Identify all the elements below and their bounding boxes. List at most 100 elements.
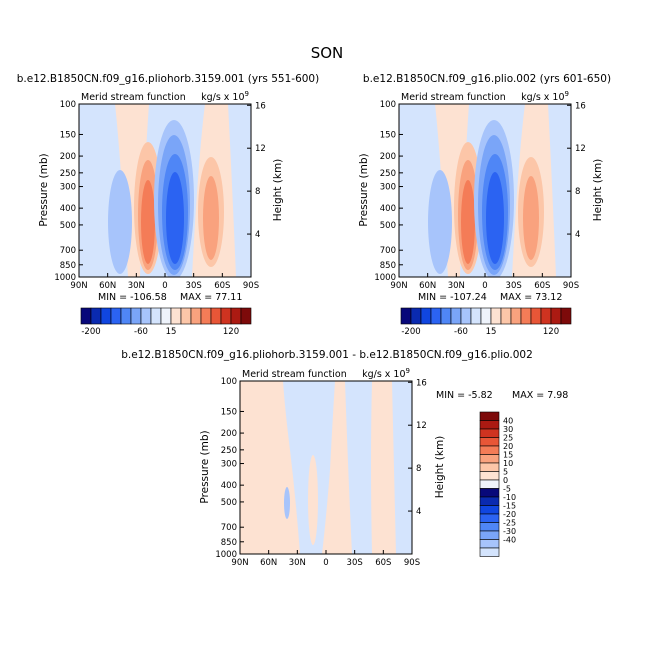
y2-axis-label: Height (km) [592,159,604,222]
colorbar-cell [560,307,572,325]
colorbar-cell [130,307,142,325]
colorbar-label: -10 [503,493,516,502]
colorbar-cell [479,462,500,472]
colorbar-cell [210,307,222,325]
pressure-ticks: 100 150 200 250 300 400 500 700 850 1000 [374,100,403,283]
pressure-tick-label: 500 [380,221,396,231]
colorbar-label: -200 [401,327,420,337]
contour-neg-band-2 [345,381,372,554]
colorbar-cell [479,522,500,532]
colorbar-cell [80,307,92,325]
colorbar-label: -5 [503,485,511,494]
colorbar-cell [100,307,112,325]
pressure-tick-label: 500 [221,498,237,508]
pressure-tick-label: 1000 [215,550,237,560]
lat-tick-label: 90S [404,558,420,568]
height-tick-label: 12 [255,144,266,154]
colorbar-label: -200 [81,327,100,337]
contour-pos-right-2 [523,176,539,260]
min-label: MIN = -107.24 [418,292,487,303]
lat-tick-label: 90N [231,558,248,568]
colorbar-cell [479,513,500,523]
pressure-tick-label: 700 [60,246,76,256]
colorbar-label: 15 [166,327,177,337]
height-tick-label: 4 [575,230,580,240]
pressure-tick-label: 100 [60,100,76,110]
colorbar-label: -30 [503,527,516,536]
y2-axis-label: Height (km) [434,436,446,499]
colorbar-cell [430,307,442,325]
colorbar-cell [500,307,512,325]
colorbar-label: 120 [543,327,559,337]
lat-ticks: 90N 60N 30N 0 30S 60S 90S [70,273,259,291]
pressure-tick-label: 700 [380,246,396,256]
colorbar-label: 15 [486,327,497,337]
max-label: MAX = 77.11 [180,292,242,303]
colorbar-cell [420,307,432,325]
colorbar-cell [140,307,152,325]
pressure-tick-label: 150 [380,130,396,140]
units-text: kg/s x 10 [362,369,405,380]
colorbar-cell [479,496,500,506]
contour-neg-band-3 [392,381,412,554]
contour-neg-cell-1 [87,190,101,266]
contour-neg-cell-2 [108,170,132,274]
contour-pos-right-2 [203,176,219,260]
colorbar-label: 0 [503,476,508,485]
height-tick-label: 12 [416,421,427,431]
colorbar-cell [479,420,500,430]
panel-left: b.e12.B1850CN.f09_g16.pliohorb.3159.001 … [17,73,319,337]
pressure-tick-label: 850 [60,261,76,271]
lat-tick-label: 90S [563,281,579,291]
colorbar-label: -20 [503,510,516,519]
contour-neg-cell-1 [407,190,421,266]
colorbar-cell [240,307,252,325]
min-label: MIN = -106.58 [98,292,167,303]
units-label: kg/s x 109 [362,367,410,380]
pressure-tick-label: 250 [221,446,237,456]
colorbar-cell [479,479,500,489]
pressure-tick-label: 400 [380,204,396,214]
colorbar-label: -60 [134,327,148,337]
colorbar-label: -25 [503,519,516,528]
colorbar-label: 25 [503,434,513,443]
lat-tick-label: 90N [390,281,407,291]
panel-title: b.e12.B1850CN.f09_g16.pliohorb.3159.001 … [121,349,533,361]
colorbar-cell [230,307,242,325]
contour-pos-cell-2 [376,384,386,412]
colorbar-cell [479,488,500,498]
pressure-tick-label: 300 [60,183,76,193]
height-tick-label: 16 [575,101,586,111]
height-ticks: 4 8 12 16 [567,101,586,240]
y-axis-label: Pressure (mb) [38,153,50,226]
contour-neg-band-1 [283,381,335,554]
colorbar-cell [479,530,500,540]
colorbar-cell [510,307,522,325]
colorbar-cell [479,505,500,515]
max-label: MAX = 73.12 [500,292,562,303]
pressure-tick-label: 200 [60,152,76,162]
colorbar-cell [470,307,482,325]
colorbar-cell [180,307,192,325]
lat-tick-label: 60N [419,281,436,291]
lat-tick-label: 0 [162,281,167,291]
colorbar-label: -15 [503,502,516,511]
lat-ticks: 90N 60N 30N 0 30S 60S 90S [390,273,579,291]
colorbar-cell [550,307,562,325]
pressure-tick-label: 150 [221,407,237,417]
contour-pos-cell-1 [308,455,318,545]
height-ticks: 4 8 12 16 [247,101,266,240]
height-tick-label: 8 [575,187,580,197]
colorbar-cell [90,307,102,325]
height-tick-label: 8 [416,464,421,474]
pressure-tick-label: 200 [221,429,237,439]
colorbar-cell [479,471,500,481]
colorbar-cell [479,547,500,557]
colorbar-cell [479,454,500,464]
contour-neg-cell [284,487,290,519]
colorbar-cell [490,307,502,325]
lat-tick-label: 90N [70,281,87,291]
panel-title: b.e12.B1850CN.f09_g16.plio.002 (yrs 601-… [363,73,611,85]
min-label: MIN = -5.82 [436,390,493,401]
height-tick-label: 12 [575,144,586,154]
